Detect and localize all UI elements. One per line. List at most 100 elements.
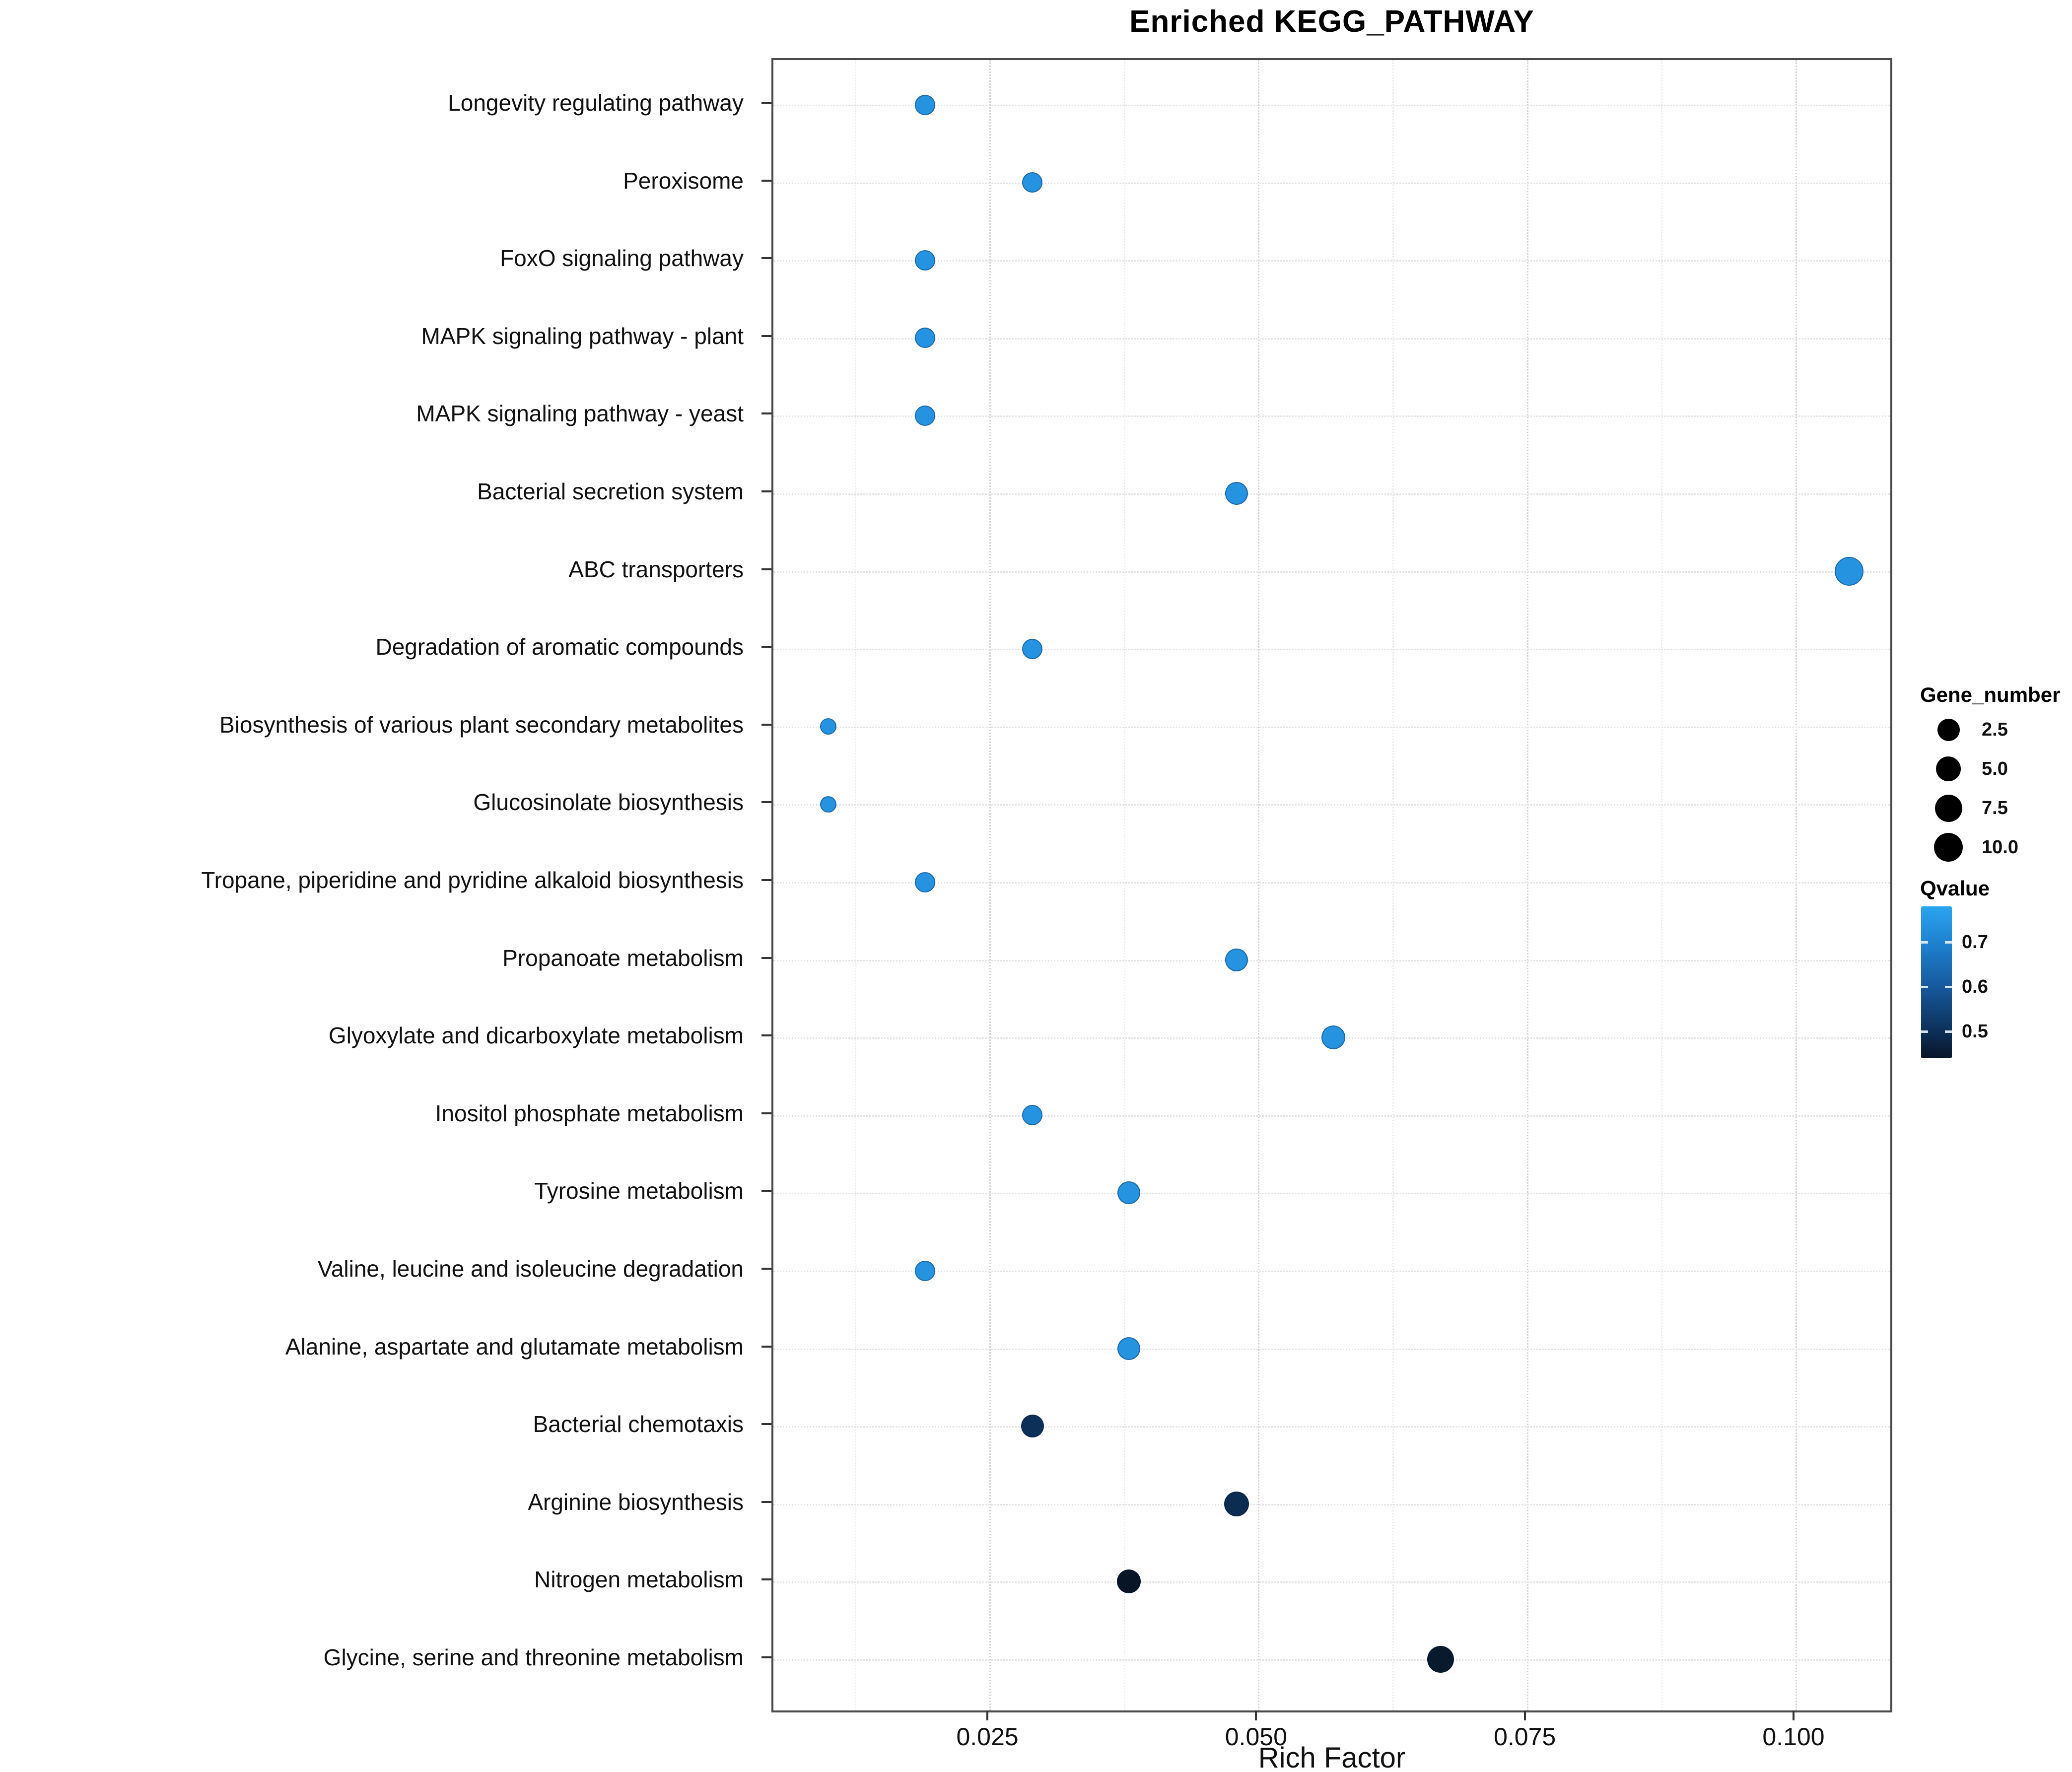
data-point <box>1321 1025 1345 1050</box>
y-axis-label: MAPK signaling pathway - plant <box>421 323 744 349</box>
y-axis-label: Valine, leucine and isoleucine degradati… <box>317 1256 744 1282</box>
data-point <box>1224 1491 1249 1516</box>
v-gridline-minor <box>1392 60 1394 1710</box>
h-gridline <box>773 1193 1890 1195</box>
v-gridline <box>989 60 991 1710</box>
legend-size-label: 7.5 <box>1982 798 2008 818</box>
y-tick <box>761 1034 771 1037</box>
y-axis-label: Inositol phosphate metabolism <box>435 1100 744 1126</box>
data-point <box>914 872 935 892</box>
legend-size-dot <box>1934 794 1962 822</box>
colorbar-tick <box>1945 986 1952 988</box>
h-gridline <box>773 1348 1890 1350</box>
x-tick-label: 0.075 <box>1494 1723 1556 1751</box>
x-tick <box>986 1710 988 1720</box>
v-gridline-minor <box>855 60 857 1710</box>
y-tick <box>761 335 771 337</box>
y-axis-label: Biosynthesis of various plant secondary … <box>219 711 744 738</box>
colorbar-tick-label: 0.7 <box>1962 932 1988 953</box>
v-gridline <box>1526 60 1528 1710</box>
x-tick <box>1523 1710 1526 1720</box>
colorbar-tick <box>1921 986 1928 988</box>
data-point <box>1021 1415 1044 1438</box>
v-gridline-minor <box>1123 60 1125 1710</box>
colorbar-tick <box>1921 1030 1928 1033</box>
y-tick <box>761 723 771 726</box>
y-axis-label: Longevity regulating pathway <box>448 90 744 116</box>
x-tick-label: 0.050 <box>1225 1723 1287 1751</box>
data-point <box>820 796 836 813</box>
h-gridline <box>773 804 1890 806</box>
y-axis-label: Tyrosine metabolism <box>534 1178 744 1204</box>
h-gridline <box>773 1503 1890 1505</box>
data-point <box>1835 556 1864 586</box>
y-tick <box>761 1190 771 1192</box>
x-tick <box>1255 1710 1257 1720</box>
h-gridline <box>773 1581 1890 1583</box>
data-point <box>1117 1337 1141 1360</box>
legend-size-label: 5.0 <box>1982 758 2008 779</box>
data-point <box>1022 172 1043 193</box>
colorbar-tick <box>1921 941 1928 944</box>
data-point <box>1022 1105 1043 1126</box>
y-axis-label: Tropane, piperidine and pyridine alkaloi… <box>201 867 744 893</box>
data-point <box>914 405 935 426</box>
y-tick <box>761 1112 771 1114</box>
y-axis-label: ABC transporters <box>568 556 744 582</box>
y-axis-label: Degradation of aromatic compounds <box>375 634 744 660</box>
y-axis-label: Alanine, aspartate and glutamate metabol… <box>285 1333 744 1360</box>
legend-size-label: 10.0 <box>1982 837 2018 858</box>
y-tick <box>761 1345 771 1348</box>
colorbar-tick-label: 0.6 <box>1962 976 1988 997</box>
h-gridline <box>773 493 1890 495</box>
x-tick <box>1792 1710 1795 1720</box>
y-tick <box>761 568 771 570</box>
legend-size-dot <box>1936 756 1961 781</box>
y-axis-label: MAPK signaling pathway - yeast <box>416 401 744 427</box>
data-point <box>1225 482 1248 505</box>
y-axis-label: Bacterial secretion system <box>477 478 744 504</box>
legend-size-dot <box>1934 833 1963 862</box>
y-axis-label: Bacterial chemotaxis <box>533 1411 744 1437</box>
v-gridline <box>1795 60 1797 1710</box>
v-gridline <box>1258 60 1260 1710</box>
y-tick <box>761 412 771 415</box>
colorbar-tick <box>1945 1030 1952 1033</box>
y-axis-label: FoxO signaling pathway <box>500 245 744 272</box>
data-point <box>1117 1569 1141 1594</box>
h-gridline <box>773 260 1890 262</box>
y-tick <box>761 179 771 182</box>
v-gridline-minor <box>1661 60 1663 1710</box>
x-tick-label: 0.025 <box>956 1723 1019 1751</box>
data-point <box>914 328 935 348</box>
y-tick <box>761 257 771 260</box>
y-tick <box>761 1578 771 1581</box>
h-gridline <box>773 182 1890 184</box>
h-gridline <box>773 338 1890 340</box>
h-gridline <box>773 1659 1890 1661</box>
y-tick <box>761 801 771 804</box>
y-axis-label: Propanoate metabolism <box>502 945 744 971</box>
y-axis-label: Glucosinolate biosynthesis <box>473 789 744 816</box>
y-tick <box>761 1423 771 1426</box>
h-gridline <box>773 1426 1890 1428</box>
data-point <box>820 718 836 735</box>
y-axis-label: Nitrogen metabolism <box>534 1567 744 1593</box>
y-tick <box>761 1656 771 1658</box>
data-point <box>1225 948 1248 971</box>
y-tick <box>761 490 771 492</box>
y-axis-label: Glycine, serine and threonine metabolism <box>323 1644 744 1670</box>
color-legend-title: Qvalue <box>1920 877 1990 900</box>
h-gridline <box>773 882 1890 884</box>
h-gridline <box>773 726 1890 728</box>
y-tick <box>761 646 771 648</box>
size-legend-title: Gene_number <box>1920 683 2061 706</box>
legend-size-label: 2.5 <box>1982 719 2008 740</box>
colorbar-tick-label: 0.5 <box>1962 1021 1988 1042</box>
colorbar-tick <box>1945 941 1952 944</box>
y-tick <box>761 1268 771 1270</box>
y-axis-label: Peroxisome <box>623 167 744 194</box>
y-tick <box>761 1500 771 1503</box>
data-point <box>1022 638 1043 659</box>
